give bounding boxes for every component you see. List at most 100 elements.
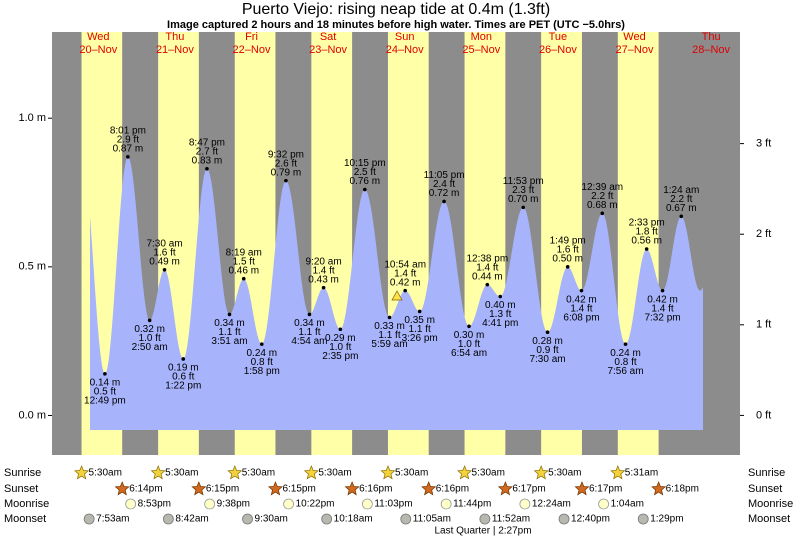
chart-subtitle: Image captured 2 hours and 18 minutes be…: [167, 19, 625, 31]
almanac-time: 5:30am: [395, 468, 428, 479]
tide-point: [147, 318, 152, 323]
y-tick-label: 1.0 m: [18, 112, 46, 124]
almanac-time: 5:30am: [165, 468, 198, 479]
low-tide-label: 0.42 m: [647, 294, 678, 305]
tide-point: [321, 285, 326, 290]
day-weekday: Wed: [623, 31, 645, 43]
almanac-time: 7:53am: [96, 514, 129, 525]
day-date: 20–Nov: [79, 44, 117, 56]
high-tide-label: 2.5 ft: [354, 167, 376, 178]
moonset-icon: [83, 513, 95, 525]
low-tide-label: 0.42 m: [566, 294, 597, 305]
low-tide-label: 0.24 m: [610, 348, 641, 359]
low-tide-label: 0.28 m: [532, 336, 563, 347]
high-tide-label: 9:32 pm: [268, 149, 304, 160]
almanac-time: 6:17pm: [589, 484, 622, 495]
tide-point: [600, 211, 605, 216]
tide-point: [565, 265, 570, 269]
moon-phase: Last Quarter | 2:27pm: [434, 526, 531, 537]
almanac-time: 11:05am: [413, 514, 451, 525]
low-tide-label: 4:41 pm: [482, 318, 518, 329]
high-tide-label: 2.3 ft: [512, 185, 534, 196]
low-tide-label: 2:35 pm: [322, 351, 358, 362]
high-tide-label: 1.4 ft: [312, 265, 334, 276]
tide-point: [485, 282, 490, 287]
low-tide-label: 3:51 am: [211, 336, 247, 347]
high-tide-label: 12:38 pm: [466, 253, 508, 264]
day-date: 27–Nov: [616, 44, 654, 56]
tide-point: [417, 309, 422, 314]
almanac-time: 5:30am: [472, 468, 505, 479]
tide-point: [284, 178, 288, 183]
low-tide-label: 7:32 pm: [644, 312, 680, 323]
y-tick-label: 0.0 m: [18, 409, 46, 421]
tide-point: [521, 205, 526, 210]
tide-point: [623, 342, 628, 346]
high-tide-label: 0.49 m: [149, 256, 180, 267]
almanac-time: 5:30am: [89, 468, 122, 479]
chart-title: Puerto Viejo: rising neap tide at 0.4m (…: [242, 1, 550, 18]
low-tide-label: 1.1 ft: [298, 327, 320, 338]
high-tide-label: 0.76 m: [350, 176, 381, 187]
tide-point: [545, 330, 550, 335]
almanac-time: 6:15pm: [282, 484, 315, 495]
high-tide-label: 1.8 ft: [636, 227, 658, 238]
day-date: 25–Nov: [462, 44, 500, 56]
high-tide-label: 1.6 ft: [153, 247, 175, 258]
low-tide-label: 1:58 pm: [244, 366, 280, 377]
day-weekday: Sat: [320, 31, 337, 43]
day-date: 23–Nov: [309, 44, 347, 56]
tide-point: [227, 312, 232, 317]
high-tide-label: 10:15 pm: [344, 158, 386, 169]
almanac-time: 5:30am: [548, 468, 581, 479]
almanac-time: 12:40pm: [571, 514, 610, 525]
almanac-time: 1:04am: [611, 499, 644, 510]
tide-point: [442, 199, 446, 204]
low-tide-label: 0.33 m: [374, 321, 405, 332]
high-tide-label: 0.72 m: [429, 188, 460, 199]
low-tide-label: 0.8 ft: [614, 357, 636, 368]
tide-point: [205, 166, 209, 171]
high-tide-label: 2.9 ft: [117, 134, 139, 145]
tide-point: [644, 247, 649, 251]
y2-tick-label: 3 ft: [756, 138, 771, 150]
current-marker: [391, 290, 403, 301]
moonrise-icon: [204, 498, 216, 510]
high-tide-label: 7:30 am: [146, 238, 182, 249]
tide-point: [363, 187, 367, 192]
low-tide-label: 0.34 m: [294, 318, 325, 329]
sunrise-icon: [380, 465, 396, 480]
almanac-time: 6:15pm: [206, 484, 239, 495]
day-date: 26–Nov: [539, 44, 577, 56]
almanac-time: 10:18am: [334, 514, 373, 525]
high-tide-label: 1:49 pm: [550, 235, 586, 246]
sunset-icon: [114, 481, 130, 496]
day-date: 22–Nov: [233, 44, 271, 56]
sunset-icon: [344, 481, 360, 496]
low-tide-label: 4:54 am: [291, 336, 327, 347]
almanac-time: 5:30am: [318, 468, 351, 479]
day-weekday: Fri: [245, 31, 258, 43]
moonrise-icon: [361, 498, 373, 510]
almanac-time: 6:16pm: [436, 484, 469, 495]
low-tide-label: 1.0 ft: [139, 333, 161, 344]
low-tide-label: 6:08 pm: [563, 312, 599, 323]
tide-area: [90, 157, 703, 430]
sunset-icon: [421, 481, 437, 496]
tide-point: [579, 288, 584, 293]
almanac-time: 11:52am: [492, 514, 530, 525]
low-tide-label: 0.6 ft: [172, 372, 194, 383]
low-tide-label: 0.5 ft: [94, 386, 116, 397]
high-tide-label: 2.2 ft: [670, 194, 692, 205]
moonset-icon: [637, 513, 649, 525]
high-tide-label: 0.83 m: [192, 155, 223, 166]
y2-tick-label: 2 ft: [756, 228, 771, 240]
tide-point: [103, 372, 107, 376]
tide-point: [403, 288, 407, 293]
high-tide-label: 11:05 pm: [424, 170, 465, 181]
high-tide-label: 0.67 m: [666, 203, 697, 214]
low-tide-label: 12:49 pm: [84, 395, 126, 406]
high-tide-label: 10:54 am: [384, 259, 426, 270]
